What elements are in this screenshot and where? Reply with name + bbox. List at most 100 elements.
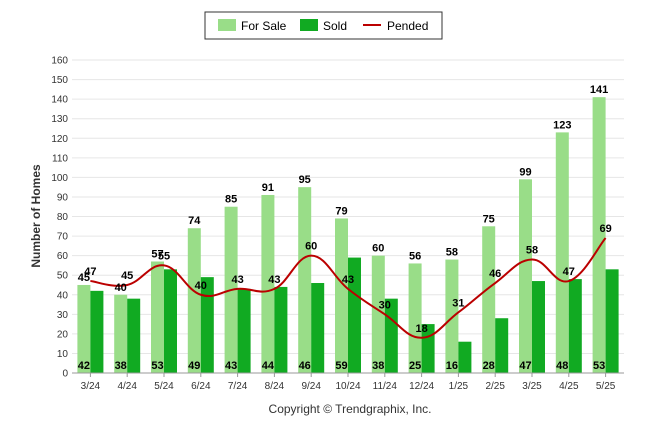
bar-for-sale [519,179,532,373]
y-tick-label: 30 [57,310,69,321]
data-label-for-sale: 141 [590,84,608,96]
x-axis-ticks: 3/24 4/24 5/24 6/24 7/24 8/24 9/24 10/24 11/24 12… [81,373,616,392]
x-tick-label: 1/25 [449,381,469,392]
bar-sold [237,288,251,373]
data-label-sold: 38 [372,360,384,372]
y-tick-label: 160 [51,56,68,67]
x-tick-label: 5/25 [596,381,616,392]
data-label-pended: 47 [563,266,575,278]
x-tick-label: 8/24 [265,381,285,392]
x-tick-label: 10/24 [335,381,360,392]
data-label-pended: 40 [195,280,207,292]
x-tick-label: 6/24 [191,381,211,392]
bar-sold [200,277,214,373]
y-tick-label: 130 [51,114,68,125]
legend-box [204,11,443,40]
bar-for-sale [335,218,348,373]
data-label-for-sale: 58 [446,247,458,259]
legend-label-for-sale: For Sale [241,19,287,33]
data-label-for-sale: 40 [115,282,127,294]
data-label-sold: 53 [593,360,605,372]
bar-for-sale [371,255,385,373]
data-label-pended: 55 [158,250,170,262]
x-tick-label: 3/25 [522,381,542,392]
x-tick-label: 7/24 [228,381,248,392]
bar-sold [90,290,104,373]
y-tick-label: 40 [57,290,69,301]
data-label-for-sale: 60 [372,243,384,255]
bar-for-sale [114,294,128,373]
bar-for-sale [482,226,496,373]
data-label-sold: 25 [409,360,421,372]
x-tick-label: 4/25 [559,381,579,392]
y-tick-label: 60 [57,251,69,262]
y-tick-label: 10 [57,349,69,360]
legend-label-pended: Pended [387,19,428,33]
x-tick-label: 9/24 [301,381,321,392]
y-tick-label: 50 [57,271,69,282]
data-label-pended: 47 [84,266,96,278]
legend-swatch-for-sale [218,19,236,31]
data-label-for-sale: 79 [335,205,347,217]
data-label-sold: 48 [556,360,568,372]
x-tick-label: 4/24 [117,381,137,392]
data-label-for-sale: 56 [409,250,421,262]
y-tick-label: 150 [51,75,68,86]
bar-for-sale [151,261,164,373]
y-tick-label: 110 [52,153,68,164]
data-label-for-sale: 91 [262,182,274,194]
data-label-for-sale: 75 [483,213,495,225]
data-label-sold: 49 [188,360,200,372]
y-tick-label: 0 [62,369,68,380]
data-label-pended: 69 [599,223,611,235]
bars [77,97,619,373]
data-label-pended: 58 [526,245,538,257]
data-label-sold: 42 [78,360,90,372]
y-axis-label: Number of Homes [29,164,43,268]
data-label-for-sale: 123 [553,119,571,131]
bar-for-sale [408,263,422,373]
bar-sold [458,341,472,373]
data-label-pended: 60 [305,241,317,253]
data-label-for-sale: 45 [78,272,90,284]
data-label-sold: 38 [115,360,127,372]
y-tick-label: 120 [51,134,68,145]
x-tick-label: 2/25 [485,381,505,392]
x-tick-label: 5/24 [154,381,174,392]
bar-sold [274,286,288,373]
copyright-text: Copyright © Trendgraphix, Inc. [269,402,432,416]
pended-line-group [90,237,607,339]
data-label-pended: 30 [379,299,391,311]
data-label-pended: 43 [231,274,243,286]
data-label-sold: 46 [299,360,311,372]
data-label-pended: 43 [268,274,280,286]
data-label-for-sale: 99 [519,166,531,178]
y-tick-label: 140 [51,95,68,106]
data-label-sold: 53 [151,360,163,372]
bar-sold [605,269,619,373]
bar-for-sale [298,187,312,373]
data-label-sold: 43 [225,360,237,372]
data-label-for-sale: 85 [225,194,237,206]
data-labels: 45 42 40 38 57 53 74 49 85 43 91 44 95 46 79 59 60 38 56 25… [78,84,612,372]
bar-sold [311,283,325,373]
bar-for-sale [77,284,91,373]
legend-label-sold: Sold [323,19,347,33]
data-label-for-sale: 74 [188,215,201,227]
bar-for-sale [187,228,201,373]
data-label-pended: 46 [489,268,501,280]
y-tick-label: 20 [57,329,69,340]
data-label-sold: 59 [335,360,347,372]
bar-for-sale [555,132,569,373]
pended-line [90,237,607,339]
data-label-pended: 31 [452,297,464,309]
bar-sold [348,257,361,373]
data-label-sold: 16 [446,360,458,372]
y-axis-ticks: 0 10 20 30 40 50 60 70 80 90 100 110 120 130 140 150 160 [51,56,68,380]
data-label-for-sale: 57 [151,248,163,260]
data-label-sold: 28 [483,360,495,372]
x-tick-label: 3/24 [81,381,101,392]
data-label-pended: 43 [342,274,354,286]
x-tick-label: 12/24 [409,381,434,392]
